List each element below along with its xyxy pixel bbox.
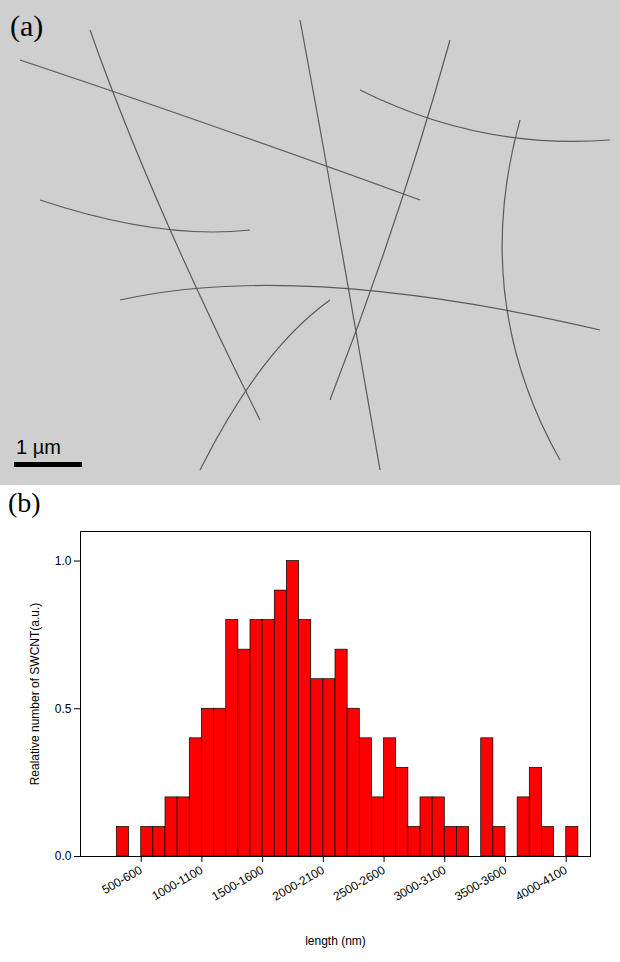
svg-text:1 µm: 1 µm (16, 436, 61, 458)
svg-text:4000-4100: 4000-4100 (513, 863, 570, 904)
svg-text:500-600: 500-600 (99, 863, 144, 897)
svg-text:Realative number of SWCNT(a.u.: Realative number of SWCNT(a.u.) (28, 603, 42, 786)
svg-text:3500-3600: 3500-3600 (452, 863, 509, 904)
svg-text:length (nm): length (nm) (305, 934, 366, 948)
svg-text:1500-1600: 1500-1600 (209, 863, 266, 904)
svg-text:2500-2600: 2500-2600 (331, 863, 388, 904)
svg-text:0.0: 0.0 (55, 849, 72, 863)
svg-text:(a): (a) (10, 9, 43, 43)
svg-text:2000-2100: 2000-2100 (270, 863, 327, 904)
svg-text:3000-3100: 3000-3100 (392, 863, 449, 904)
svg-text:1000-1100: 1000-1100 (149, 863, 205, 904)
html-text:(b): (b) (8, 487, 41, 518)
svg-text:0.5: 0.5 (55, 702, 72, 716)
svg-text:1.0: 1.0 (55, 554, 72, 568)
